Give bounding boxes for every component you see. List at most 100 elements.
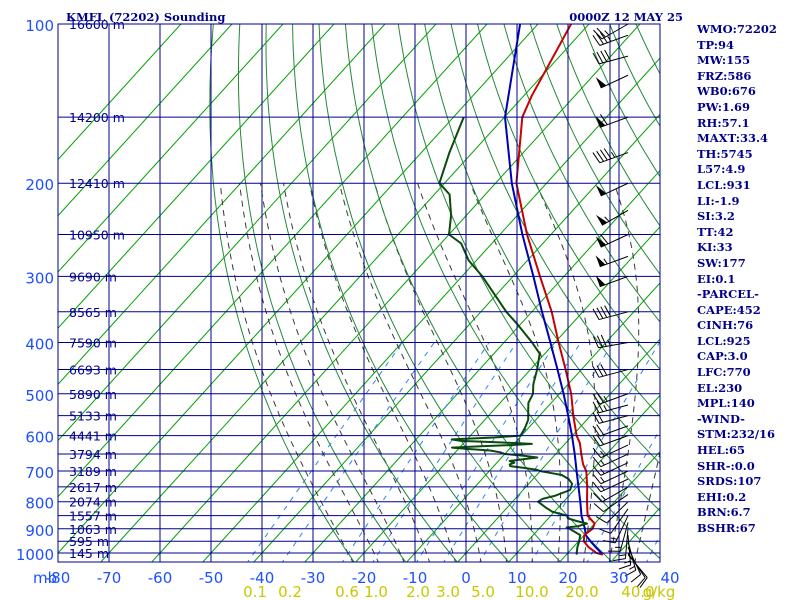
wind-barb bbox=[592, 334, 629, 349]
height-label: 3794 m bbox=[69, 447, 117, 462]
mixing-ratio-line bbox=[443, 342, 582, 562]
dry-adiabat-line bbox=[609, 24, 660, 128]
dry-adiabat-line bbox=[292, 24, 510, 562]
wind-barb bbox=[592, 148, 629, 164]
dry-adiabat-line bbox=[209, 24, 355, 562]
stat-line: -PARCEL- bbox=[697, 287, 759, 302]
isotherm-line bbox=[559, 450, 660, 562]
pressure-tick-label: 1000 bbox=[16, 546, 54, 564]
mixing-ratio-label: 1.0 bbox=[364, 583, 388, 600]
height-label: 4441 m bbox=[69, 429, 117, 444]
stat-line: STM:232/16 bbox=[697, 427, 776, 442]
temperature-tick-label: 40 bbox=[660, 569, 679, 587]
stat-line: MPL:140 bbox=[697, 396, 755, 411]
wind-barb bbox=[603, 515, 629, 544]
height-label: 10950 m bbox=[69, 228, 125, 243]
wind-barb bbox=[592, 411, 629, 424]
moist-adiabat-line bbox=[283, 183, 431, 562]
wind-barb bbox=[595, 255, 629, 268]
pressure-unit-label: mb bbox=[33, 569, 57, 587]
temperature-tick-label: 0 bbox=[461, 569, 471, 587]
stat-line: TP:94 bbox=[697, 37, 735, 52]
dry-adiabat-line bbox=[556, 24, 660, 227]
height-label: 16600 m bbox=[69, 17, 125, 32]
temperature-tick-label: -70 bbox=[97, 569, 122, 587]
mixing-ratio-line bbox=[281, 342, 435, 562]
dry-adiabat-line bbox=[318, 24, 562, 562]
wind-barbs bbox=[592, 23, 648, 588]
mixing-ratio-label: 20.0 bbox=[565, 583, 598, 600]
wind-barb bbox=[607, 522, 629, 552]
wind-barb bbox=[592, 424, 629, 437]
stat-line: WMO:72202 bbox=[697, 22, 777, 36]
temperature-trace bbox=[515, 24, 604, 556]
height-label: 1063 m bbox=[69, 522, 117, 537]
wind-barb bbox=[592, 305, 629, 321]
wind-barb bbox=[599, 508, 629, 534]
stat-line: RH:57.1 bbox=[697, 115, 750, 130]
stat-line: FRZ:586 bbox=[697, 68, 752, 83]
height-label: 8565 m bbox=[69, 305, 117, 320]
isotherm-line bbox=[151, 24, 641, 562]
isotherm-line bbox=[202, 57, 660, 562]
stat-line: SI:3.2 bbox=[697, 209, 735, 224]
isotherm-line bbox=[58, 24, 182, 161]
isotherm-line bbox=[58, 24, 386, 386]
background-grid bbox=[58, 24, 660, 562]
height-label: 14200 m bbox=[69, 110, 125, 125]
isotherm-line bbox=[253, 113, 660, 562]
wind-barb bbox=[592, 49, 629, 65]
temperature-tick-label: -40 bbox=[250, 569, 275, 587]
stat-line: EI:0.1 bbox=[697, 271, 736, 286]
stat-line: HEL:65 bbox=[697, 443, 745, 458]
dry-adiabat-line bbox=[450, 24, 660, 418]
mixing-ratio-label: 2.0 bbox=[406, 583, 430, 600]
stat-line: TT:42 bbox=[697, 224, 734, 239]
mixing-ratio-line bbox=[247, 342, 403, 562]
height-label: 9690 m bbox=[69, 269, 117, 284]
mixing-ratio-line bbox=[479, 342, 614, 562]
pressure-tick-label: 500 bbox=[25, 387, 54, 405]
dry-adiabat-line bbox=[424, 24, 660, 465]
moist-adiabat-line bbox=[634, 450, 660, 562]
height-label: 3189 m bbox=[69, 464, 117, 479]
temperature-tick-label: -80 bbox=[46, 569, 71, 587]
dry-adiabat-line bbox=[344, 24, 613, 562]
mixing-ratio-label: 3.0 bbox=[436, 583, 460, 600]
dry-adiabat-line bbox=[265, 24, 458, 562]
pressure-tick-label: 300 bbox=[25, 269, 54, 287]
height-label: 5890 m bbox=[69, 387, 117, 402]
stat-line: TH:5745 bbox=[697, 146, 753, 161]
height-label: 1557 m bbox=[69, 509, 117, 524]
dry-adiabat-line bbox=[582, 24, 660, 178]
temperature-tick-label: 30 bbox=[609, 569, 628, 587]
moist-adiabat-line bbox=[309, 183, 456, 562]
stability-indices-panel: WMO:72202 TP:94 MW:155 FRZ:586 WB0:676 PW:1.6… bbox=[697, 22, 797, 537]
wind-barb bbox=[592, 470, 629, 485]
height-label: 7590 m bbox=[69, 335, 117, 350]
stat-line: LCL:925 bbox=[697, 333, 751, 348]
wind-barb bbox=[592, 32, 629, 46]
wind-barb bbox=[592, 453, 629, 468]
wind-barb bbox=[592, 462, 629, 476]
stat-line: EHI:0.2 bbox=[697, 489, 747, 504]
height-label: 2617 m bbox=[69, 480, 117, 495]
pressure-tick-label: 100 bbox=[25, 17, 54, 35]
wind-barb bbox=[595, 501, 629, 524]
moist-adiabat-line bbox=[374, 183, 508, 562]
wind-barb bbox=[595, 74, 629, 89]
isotherm-line bbox=[457, 338, 660, 562]
stat-line: L57:4.9 bbox=[697, 162, 746, 177]
stat-line: EL:230 bbox=[697, 380, 743, 395]
mixing-ratio-label: 0.2 bbox=[278, 583, 302, 600]
height-label: 145 m bbox=[69, 546, 109, 561]
dry-adiabat-line bbox=[503, 24, 660, 323]
dry-adiabat-line bbox=[238, 24, 407, 562]
wind-barb bbox=[613, 528, 629, 562]
isotherm-line bbox=[58, 24, 233, 217]
wind-barb bbox=[627, 546, 642, 583]
mixing-ratio-line bbox=[416, 342, 557, 562]
wind-barb bbox=[595, 275, 629, 288]
stat-line: -WIND- bbox=[697, 411, 745, 426]
stat-line: LI:-1.9 bbox=[697, 193, 740, 208]
